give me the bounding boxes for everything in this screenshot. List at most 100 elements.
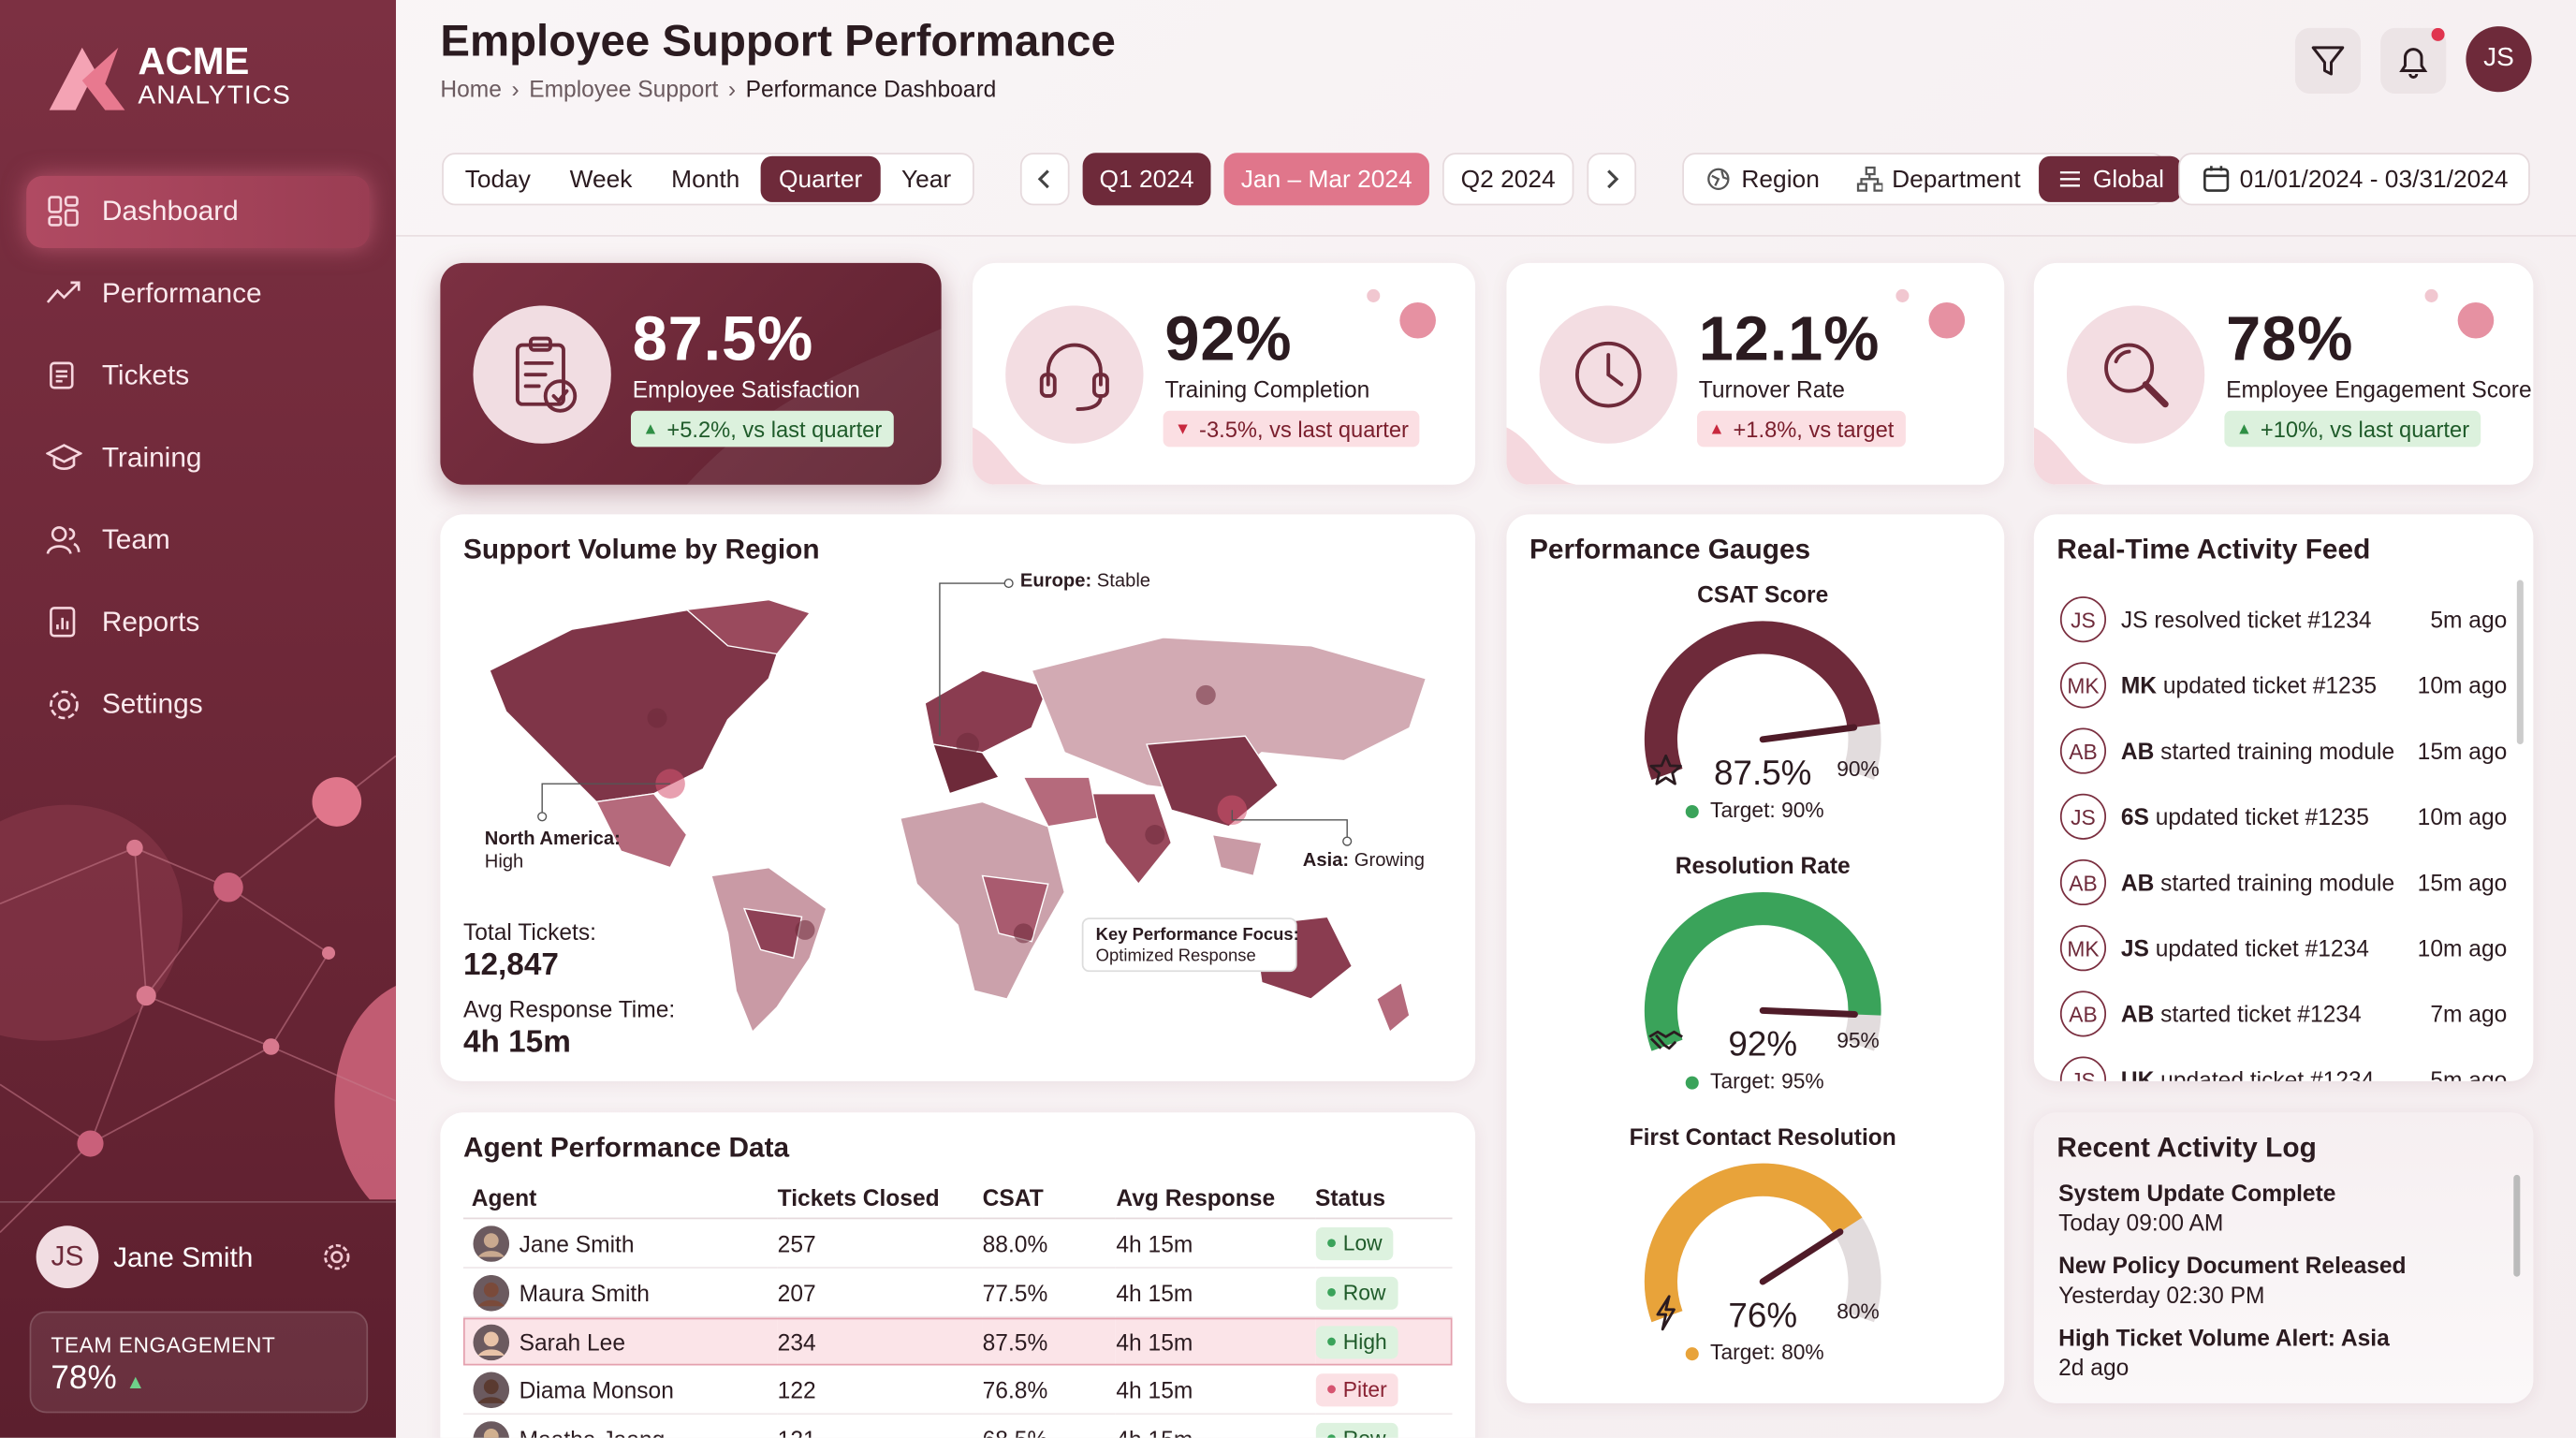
feed-item: JS JS resolved ticket #1234 5m ago (2059, 594, 2507, 644)
feed-time: 15m ago (2417, 738, 2508, 765)
gauge-value: 76% (1728, 1296, 1797, 1334)
table-cell: Maura Smith (463, 1268, 778, 1317)
gauge-needle (1759, 1006, 1858, 1019)
scope-button[interactable]: Global (2038, 155, 2183, 202)
engagement-box: TEAM ENGAGEMENT 78% ▲ (29, 1311, 369, 1414)
nav-item[interactable]: Dashboard (26, 175, 370, 249)
world-map (489, 578, 1427, 1034)
feed-text: MK updated ticket #1235 (2121, 672, 2418, 698)
column-header: Status (1314, 1178, 1453, 1220)
user-avatar: JS (36, 1225, 99, 1288)
kpi-value: 92% (1164, 305, 1293, 375)
status-badge: Piter (1314, 1372, 1399, 1406)
agent-photo (473, 1225, 510, 1262)
filter-button[interactable] (2294, 27, 2362, 95)
stat-label: Avg Response Time: (462, 995, 676, 1022)
filter-icon (2311, 46, 2345, 76)
feed-actor: AB (2120, 1000, 2155, 1027)
nav-label: Dashboard (101, 195, 239, 227)
header-avatar[interactable]: JS (2466, 26, 2532, 93)
nav-item[interactable]: Training (26, 422, 370, 494)
breadcrumb-item[interactable]: Employee Support (529, 75, 719, 102)
gauge-fill (1644, 621, 1881, 780)
status-badge: Row (1314, 1276, 1398, 1310)
feed-list: JS JS resolved ticket #1234 5m ago MK MK upd… (2034, 590, 2534, 1081)
brand-logo (49, 47, 125, 110)
period-button[interactable]: Year (900, 165, 952, 194)
notifications-button[interactable] (2380, 27, 2447, 95)
period-button[interactable]: Week (569, 165, 633, 194)
cell-text: 121 (778, 1426, 816, 1438)
kpi-label: Turnover Rate (1698, 375, 1845, 403)
table-cell: 87.5% (983, 1317, 1117, 1366)
next-button[interactable] (1587, 153, 1637, 206)
kpi-change-text: -3.5%, vs last quarter (1199, 416, 1409, 442)
scope-label: Global (2092, 165, 2164, 194)
annotation-region: North America: (484, 829, 621, 850)
period-button[interactable]: Month (671, 165, 740, 194)
bell-icon (2399, 27, 2445, 79)
annotation-status: Stable (1096, 571, 1151, 592)
kpi-change-text: +1.8%, vs target (1733, 416, 1895, 442)
feed-title: Real-Time Activity Feed (2056, 534, 2371, 565)
agent-name: Diama Monson (519, 1375, 674, 1402)
period-button[interactable]: Today (464, 165, 531, 194)
log-card: Recent Activity Log System Update Comple… (2033, 1112, 2534, 1403)
page-title: Employee Support Performance (440, 16, 1116, 66)
feed-text: AB started ticket #1234 (2121, 1001, 2430, 1027)
nav-item[interactable]: Performance (26, 258, 370, 330)
feed-avatar: AB (2059, 990, 2107, 1037)
chevron-right (1607, 169, 1619, 189)
table-row: Maura Smith 207 77.5% 4h 15m Row (462, 1268, 1453, 1317)
agent-photo (473, 1323, 510, 1360)
table-cell: Jane Smith (463, 1218, 778, 1268)
annotation-focus-text: Optimized Response (1095, 946, 1256, 966)
target-dot (1685, 1076, 1699, 1090)
date-range-picker[interactable]: 01/01/2024 - 03/31/2024 (2178, 153, 2530, 206)
nav-item[interactable]: Team (26, 505, 370, 577)
annotation-region: Asia: (1302, 851, 1350, 872)
breadcrumb-item[interactable]: Home (440, 75, 502, 102)
trend-arrow: ▼ (1174, 419, 1192, 438)
table-cell: 68.5% (983, 1414, 1117, 1438)
quarter-next[interactable]: Q2 2024 (1442, 153, 1574, 206)
column-header: CSAT (982, 1178, 1117, 1220)
nav-item[interactable]: Settings (26, 668, 370, 741)
period-button[interactable]: Quarter (760, 155, 881, 202)
kpi-icon (2066, 305, 2205, 444)
feed-action: updated ticket #1234 (2160, 1066, 2375, 1081)
kpi-card: 92% Training Completion ▼ -3.5%, vs last qu… (973, 262, 1476, 485)
annotation-focus-title: Key Performance Focus: (1095, 925, 1299, 946)
gauge-needle (1759, 724, 1858, 743)
table-cell: Piter (1314, 1365, 1453, 1414)
table-cell: 4h 15m (1116, 1218, 1315, 1268)
nav-icon (46, 526, 80, 554)
feed-card: Real-Time Activity Feed JS JS resolved ti… (2033, 514, 2534, 1081)
user-settings-icon[interactable] (320, 1240, 353, 1273)
target-dot (1685, 805, 1699, 819)
nav-item[interactable]: Tickets (26, 340, 370, 412)
quarter-range[interactable]: Jan – Mar 2024 (1223, 153, 1429, 206)
scope-button[interactable]: Region (1687, 156, 1837, 202)
feed-action: started ticket #1234 (2160, 1000, 2362, 1027)
feed-actor: UK (2120, 1066, 2155, 1081)
table-cell: 207 (778, 1268, 983, 1317)
feed-avatar: JS (2059, 793, 2107, 840)
prev-button[interactable] (1019, 153, 1070, 206)
table-row: Jane Smith 257 88.0% 4h 15m Low (462, 1218, 1453, 1269)
scope-button[interactable]: Department (1837, 156, 2039, 202)
feed-time: 10m ago (2417, 803, 2508, 830)
user-name: Jane Smith (113, 1241, 254, 1274)
feed-action: updated ticket #1235 (2162, 671, 2378, 698)
quarter-current[interactable]: Q1 2024 (1082, 153, 1211, 206)
breadcrumb-item: Performance Dashboard (745, 75, 997, 102)
breadcrumb: Home › Employee Support › Performance Dashbo… (440, 76, 996, 102)
kpi-decoration (2033, 288, 2495, 485)
nav-item[interactable]: Reports (26, 587, 370, 659)
gauge-max: 80% (1837, 1299, 1880, 1323)
kpi-icon-glyph (515, 336, 578, 413)
kpi-change: ▲ +5.2%, vs last quarter (630, 410, 894, 448)
trend-arrow: ▲ (2235, 419, 2253, 438)
feed-item: AB AB started training module 15m ago (2059, 858, 2507, 907)
